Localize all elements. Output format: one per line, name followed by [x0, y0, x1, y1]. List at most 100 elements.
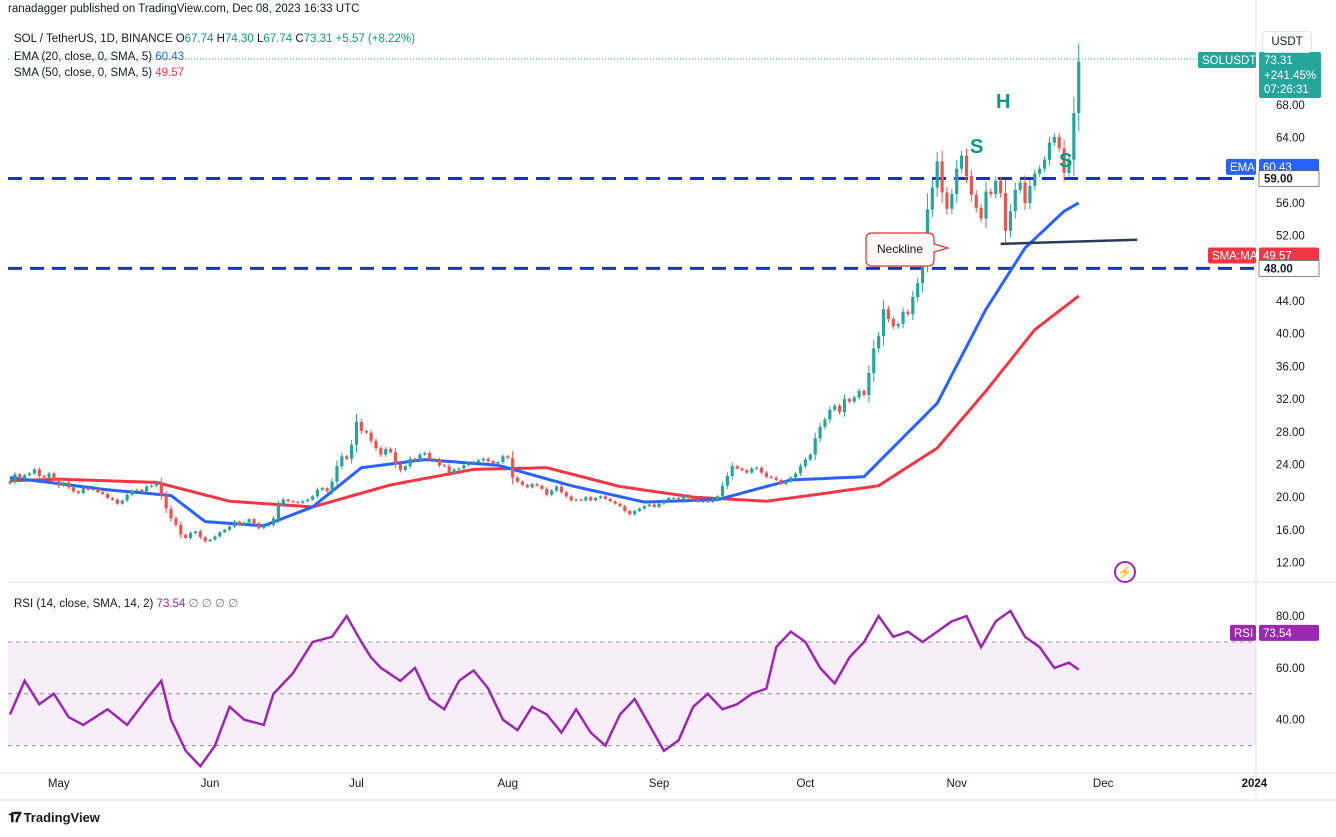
candle-body	[91, 488, 95, 490]
level-48-badge-bg	[1258, 260, 1320, 277]
sma-legend[interactable]: SMA (50, close, 0, SMA, 5) 49.57	[14, 67, 184, 79]
rsi-line-path	[8, 609, 1080, 769]
rsi-legend[interactable]: RSI (14, close, SMA, 14, 2) 73.54 ∅ ∅ ∅ …	[14, 596, 238, 610]
candle-body	[720, 485, 725, 497]
candle-body	[467, 463, 471, 466]
candle-body	[369, 432, 373, 441]
candle-body	[96, 488, 100, 493]
candle-body	[223, 529, 227, 533]
candle-body	[574, 499, 578, 501]
candle-body	[291, 501, 295, 503]
candle-body	[701, 501, 705, 503]
candle-body	[389, 448, 393, 453]
annotations: S H S Neckline	[865, 91, 1138, 267]
ema-legend[interactable]: EMA (20, close, 0, SMA, 5) 60.43	[14, 51, 184, 63]
candle-body	[437, 459, 442, 466]
candle-body	[408, 458, 412, 467]
candle-body	[945, 192, 949, 209]
lightning-icon[interactable]: ⚡	[1114, 561, 1136, 583]
candle-body	[1072, 113, 1076, 160]
candle-body	[154, 482, 158, 486]
candle-body	[598, 496, 603, 498]
candle-body	[57, 479, 61, 486]
candle-body	[1062, 148, 1066, 173]
candle-body	[1003, 193, 1008, 231]
candle-body	[974, 194, 978, 208]
price-tick-label: 24.00	[1276, 459, 1305, 471]
candle-body	[755, 467, 759, 469]
candle-body	[979, 207, 983, 219]
candle-body	[716, 496, 720, 500]
candle-body	[628, 511, 632, 515]
candle-body	[740, 468, 744, 471]
candle-body	[969, 176, 973, 195]
candle-body	[759, 467, 764, 473]
candle-body	[276, 505, 280, 519]
candle-body	[725, 475, 729, 486]
candle-body	[66, 482, 71, 488]
candle-body	[432, 459, 437, 461]
candle-body	[520, 481, 524, 485]
candle-body	[242, 522, 246, 525]
candle-body	[916, 283, 920, 297]
price-tick-label: 56.00	[1276, 198, 1305, 210]
ohlc-high-label: H	[216, 33, 225, 45]
candle-body	[179, 524, 183, 535]
candle-body	[711, 499, 715, 503]
sma-badge-value: 49.57	[1263, 251, 1292, 263]
candle-body	[1018, 182, 1022, 190]
candle-body	[803, 459, 808, 467]
candle-body	[798, 466, 803, 474]
candle-body	[1047, 142, 1052, 160]
candle-body	[23, 475, 27, 479]
candle-body	[735, 466, 739, 469]
candle-body	[779, 479, 783, 485]
candle-body	[310, 496, 315, 500]
time-tick-label: Oct	[796, 778, 815, 790]
candle-body	[476, 460, 481, 463]
candle-body	[86, 488, 90, 490]
candle-body	[491, 461, 495, 464]
candle-body	[872, 348, 876, 373]
symbol-legend[interactable]: SOL / TetherUS, 1D, BINANCE O67.74 H74.3…	[14, 33, 415, 45]
ema-legend-label: EMA (20, close, 0, SMA, 5)	[14, 51, 153, 63]
candle-body	[579, 499, 583, 501]
price-axis: 68.00 64.00 56.00 52.00 44.00 40.00 36.00 32.00…	[1276, 100, 1305, 727]
rsi-badge-label-bg	[1230, 624, 1256, 641]
candle-body	[545, 488, 549, 495]
candle-body	[188, 533, 193, 538]
sma-legend-value: 49.57	[155, 67, 185, 79]
candle-body	[525, 484, 529, 488]
time-tick-label: Sep	[649, 778, 669, 790]
candle-body	[13, 474, 17, 482]
footer-brand[interactable]: 𝟏𝟕 TradingView	[8, 809, 100, 826]
candle-body	[71, 487, 76, 492]
candle-body	[877, 336, 881, 349]
candle-body	[506, 456, 510, 458]
candle-body	[901, 311, 905, 324]
candle-body	[769, 476, 773, 478]
candle-body	[706, 501, 710, 503]
candle-body	[745, 470, 749, 473]
rsi-legend-extra: ∅ ∅ ∅ ∅	[188, 598, 239, 610]
candle-body	[193, 531, 198, 534]
candle-body	[823, 419, 827, 427]
candle-body	[110, 497, 115, 500]
candle-body	[930, 187, 934, 210]
level-48-badge: 48.00	[1264, 263, 1293, 275]
candle-body	[554, 486, 559, 491]
time-tick-label: Dec	[1093, 778, 1114, 790]
candle-body	[794, 473, 798, 478]
candle-body	[667, 497, 671, 501]
candle-body	[228, 526, 232, 530]
candle-body	[501, 456, 505, 463]
candle-body	[286, 499, 290, 502]
candle-body	[652, 504, 656, 507]
candle-body	[730, 466, 734, 476]
rsi-badge-value: 73.54	[1263, 628, 1292, 640]
currency-button[interactable]: USDT	[1262, 31, 1312, 53]
price-tick-label: 68.00	[1276, 100, 1305, 112]
candle-body	[896, 323, 900, 327]
candle-body	[784, 481, 788, 485]
